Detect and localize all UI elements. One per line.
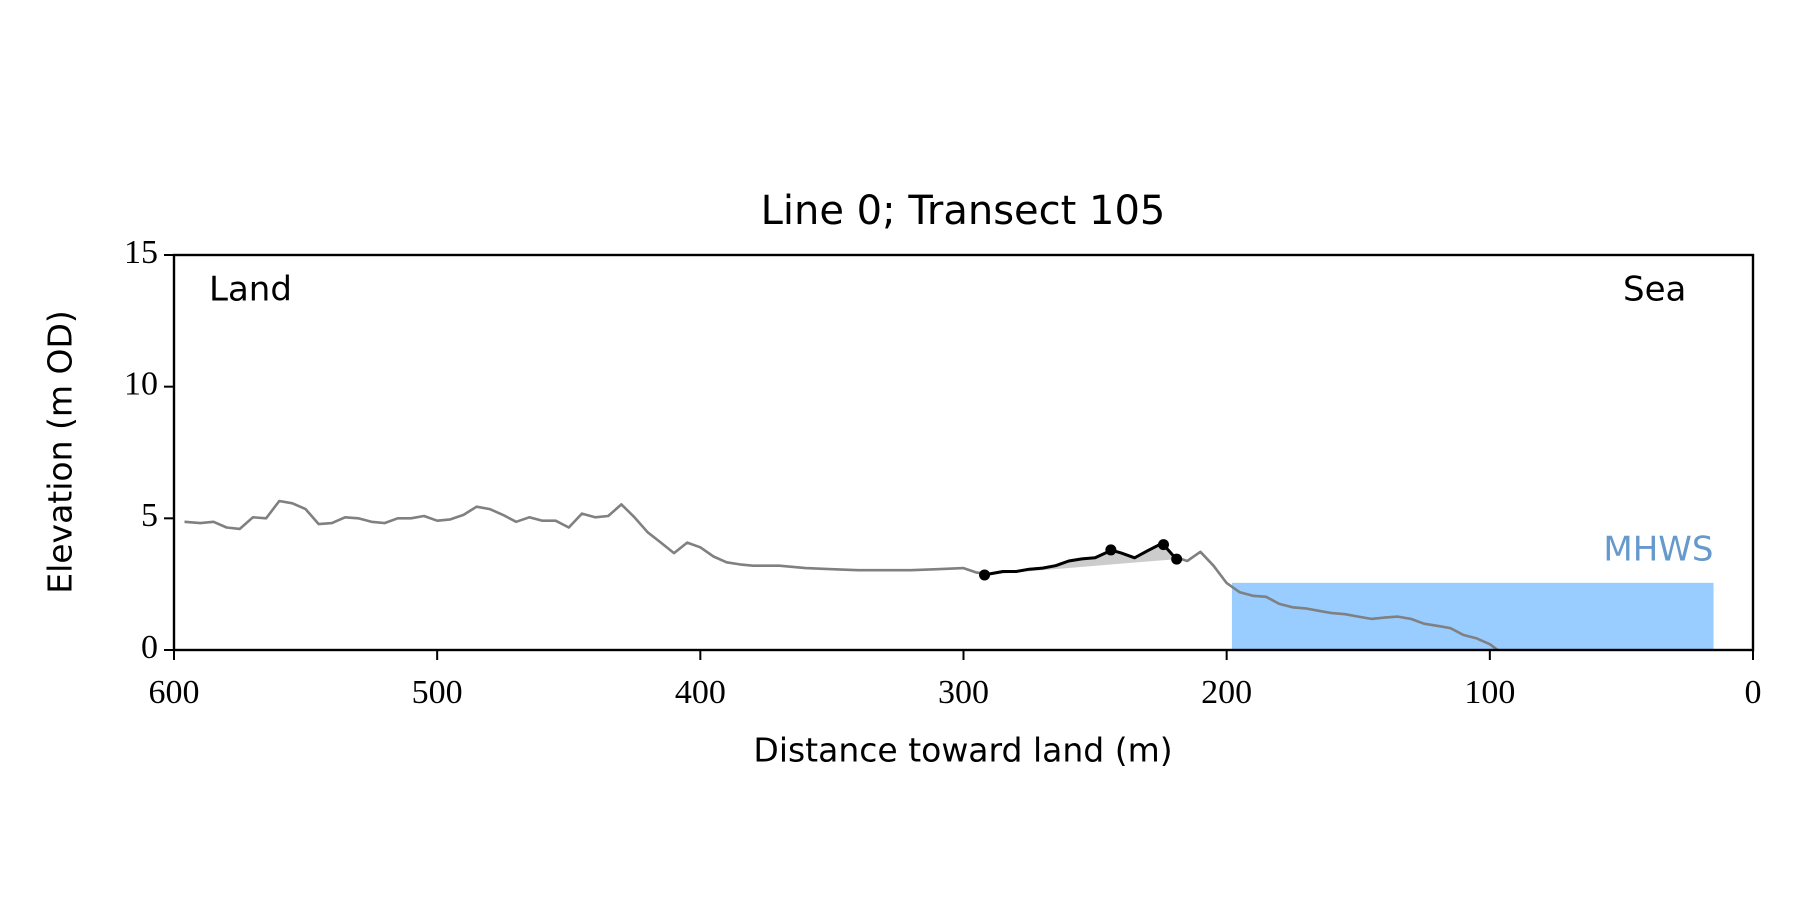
x-tick-label: 0 — [1745, 674, 1762, 711]
x-tick-label: 100 — [1464, 674, 1515, 711]
y-tick-label: 0 — [141, 629, 158, 666]
mhws-band — [1231, 582, 1714, 650]
chart-title: Line 0; Transect 105 — [761, 188, 1166, 234]
y-tick-label: 10 — [124, 365, 158, 402]
profile-line — [184, 499, 1499, 652]
y-tick-label: 5 — [141, 497, 158, 534]
annotation: Sea — [1623, 270, 1686, 310]
annotation: Land — [209, 270, 292, 310]
x-tick-label: 300 — [938, 674, 989, 711]
x-tick-label: 600 — [149, 674, 200, 711]
mhws-label: MHWS — [1603, 529, 1713, 569]
y-axis-label: Elevation (m OD) — [41, 310, 80, 594]
y-tick-label: 15 — [124, 234, 158, 271]
marker — [1171, 553, 1183, 565]
x-tick-label: 500 — [412, 674, 463, 711]
x-tick-label: 200 — [1201, 674, 1252, 711]
marker — [1158, 539, 1170, 551]
marker — [1105, 544, 1117, 556]
marker — [979, 569, 991, 581]
x-axis-label: Distance toward land (m) — [753, 731, 1172, 770]
x-tick-label: 400 — [675, 674, 726, 711]
